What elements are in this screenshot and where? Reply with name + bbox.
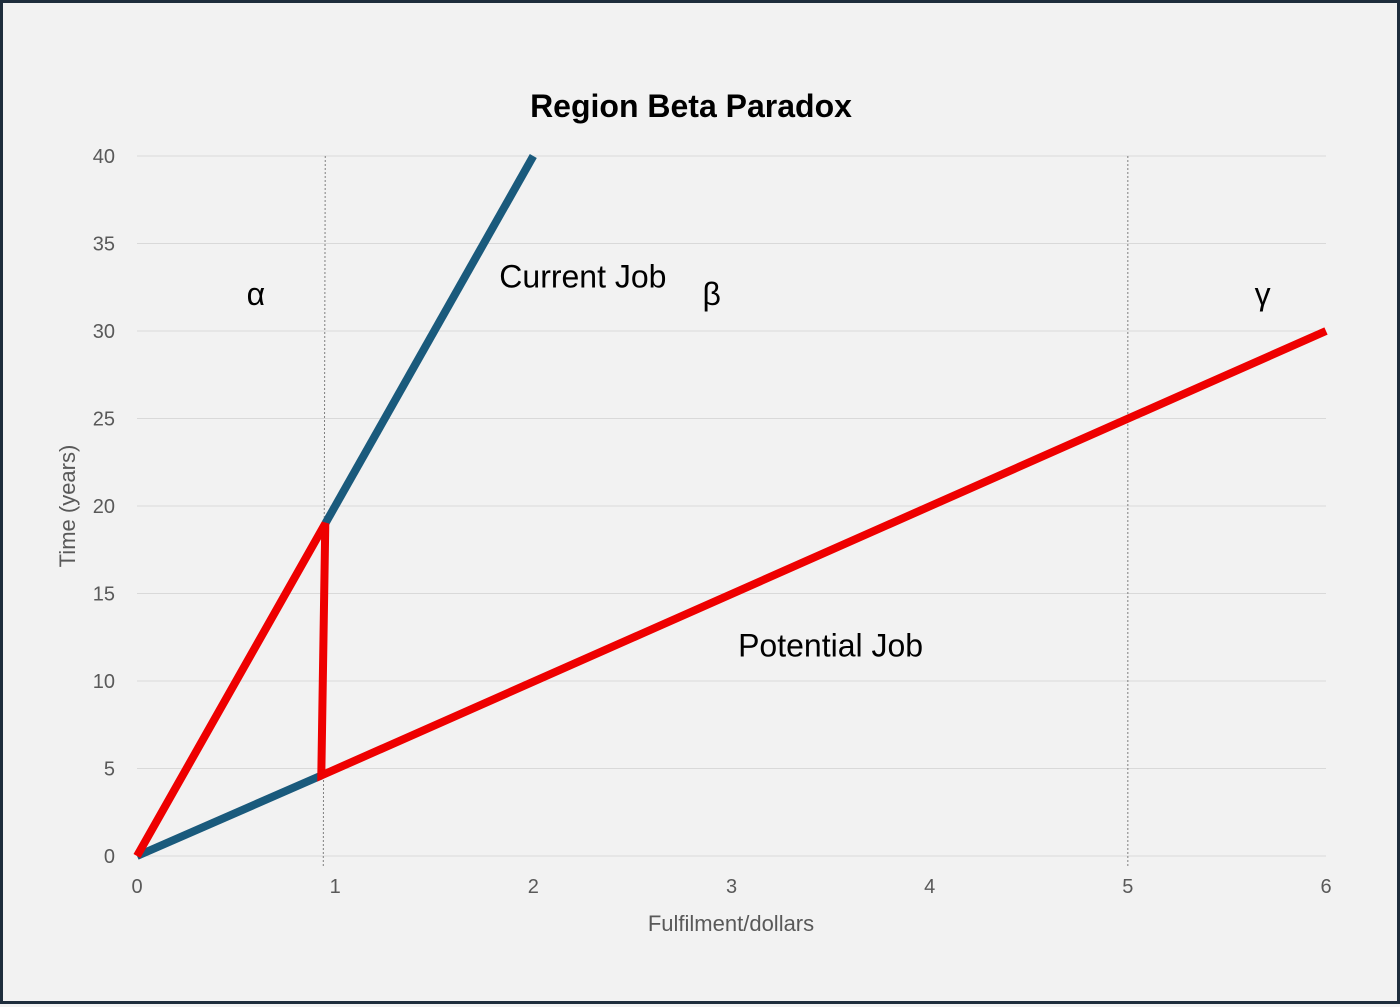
x-tick-label: 0 — [131, 876, 142, 898]
annotation-label: α — [247, 276, 266, 312]
series-layer — [133, 154, 1328, 860]
tick-labels: 0 5 10 15 20 25 30 35 40 0 1 2 3 4 5 6 — [93, 146, 1332, 898]
chart-title: Region Beta Paradox — [530, 88, 852, 124]
y-tick-label: 20 — [93, 496, 115, 518]
grid-layer — [137, 155, 1326, 857]
chart-svg: 0 5 10 15 20 25 30 35 40 0 1 2 3 4 5 6 Current Job Poten… — [55, 88, 1332, 936]
series-line-3 — [133, 327, 1328, 858]
x-tick-label: 2 — [528, 876, 539, 898]
x-tick-label: 5 — [1122, 876, 1133, 898]
annotations: Current Job Potential Job α β γ — [247, 258, 1271, 663]
reference-lines — [322, 155, 1129, 867]
y-tick-label: 40 — [93, 146, 115, 168]
annotation-label: γ — [1255, 276, 1271, 312]
y-tick-label: 0 — [104, 846, 115, 868]
y-tick-label: 25 — [93, 409, 115, 431]
x-tick-label: 6 — [1320, 876, 1331, 898]
x-tick-label: 3 — [726, 876, 737, 898]
series-line-2 — [321, 154, 537, 526]
y-tick-label: 35 — [93, 234, 115, 256]
y-tick-label: 15 — [93, 584, 115, 606]
y-tick-label: 5 — [104, 759, 115, 781]
annotation-label: β — [702, 276, 720, 312]
y-tick-label: 10 — [93, 671, 115, 693]
y-tick-label: 30 — [93, 321, 115, 343]
y-axis-label: Time (years) — [55, 445, 80, 568]
series-line-1 — [135, 771, 323, 860]
annotation-label: Potential Job — [738, 628, 923, 664]
x-tick-label: 4 — [924, 876, 935, 898]
x-axis-label: Fulfilment/dollars — [648, 911, 814, 936]
x-tick-label: 1 — [330, 876, 341, 898]
annotation-label: Current Job — [499, 258, 666, 294]
